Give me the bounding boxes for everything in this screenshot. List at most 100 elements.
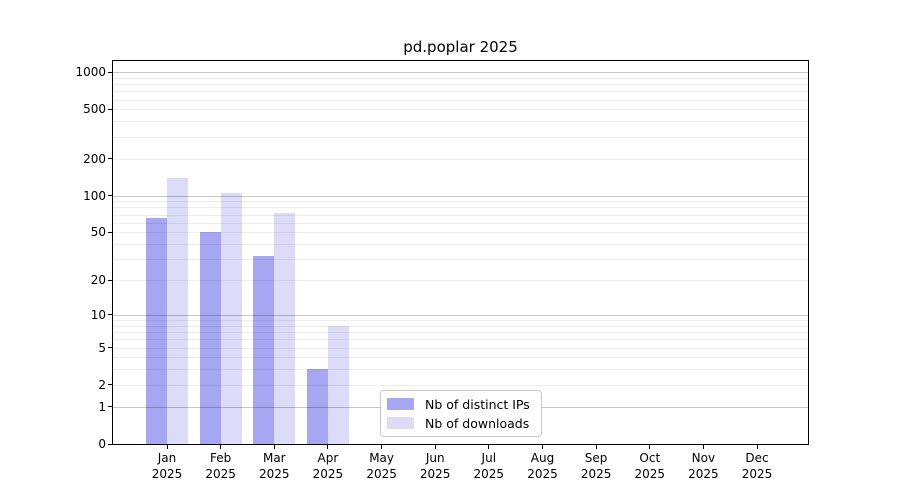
gridline-minor xyxy=(113,369,808,371)
bar-downloads-jan xyxy=(167,177,188,444)
gridline-minor xyxy=(113,214,808,216)
y-tick-mark xyxy=(108,231,112,233)
x-tick-mark xyxy=(381,445,383,449)
y-tick-label: 50 xyxy=(90,225,106,240)
legend: Nb of distinct IPs Nb of downloads xyxy=(380,390,542,437)
x-tick-mark xyxy=(220,445,222,449)
x-tick-label: May 2025 xyxy=(350,450,414,482)
bar-downloads-apr xyxy=(327,325,349,444)
y-tick-label: 500 xyxy=(83,102,106,117)
y-tick-label: 1000 xyxy=(75,65,106,79)
plot-area xyxy=(112,60,809,445)
x-tick-label: Feb 2025 xyxy=(189,450,253,482)
y-tick-mark xyxy=(108,71,112,73)
gridline-minor xyxy=(113,244,808,246)
gridline-minor xyxy=(113,280,808,282)
x-tick-year: 2025 xyxy=(634,467,666,481)
gridline-minor xyxy=(113,77,808,79)
gridline-minor xyxy=(113,207,808,209)
gridline-minor xyxy=(113,357,808,359)
y-tick-mark xyxy=(108,384,112,386)
gridline-minor xyxy=(113,121,808,123)
x-tick-year: 2025 xyxy=(473,467,505,481)
y-tick-mark xyxy=(108,347,112,348)
x-tick-month: Jan xyxy=(157,451,177,465)
gridline-minor xyxy=(113,222,808,224)
legend-item-distinct-ips: Nb of distinct IPs xyxy=(387,397,533,412)
x-tick-month: Jul xyxy=(481,451,497,465)
x-tick-label: Sep 2025 xyxy=(564,450,628,482)
legend-label-downloads: Nb of downloads xyxy=(425,415,530,431)
gridline-minor xyxy=(113,84,808,85)
gridline-major xyxy=(113,195,808,197)
x-tick-month: Feb xyxy=(209,451,232,465)
gridline-minor xyxy=(113,347,808,349)
y-tick-mark xyxy=(108,314,112,316)
gridline-minor xyxy=(113,320,808,321)
chart-title: pd.poplar 2025 xyxy=(403,38,518,56)
y-tick-label: 10 xyxy=(90,307,106,322)
y-tick-mark xyxy=(108,195,112,196)
x-tick-month: Oct xyxy=(639,451,661,465)
x-tick-year: 2025 xyxy=(259,467,290,481)
x-tick-month: Aug xyxy=(530,451,555,465)
x-tick-year: 2025 xyxy=(366,467,397,481)
bar-downloads-feb xyxy=(220,192,242,444)
legend-label-distinct-ips: Nb of distinct IPs xyxy=(425,396,530,412)
y-tick-mark xyxy=(108,406,112,408)
y-tick-mark xyxy=(108,108,112,110)
gridline-minor xyxy=(113,332,808,333)
x-tick-month: Sep xyxy=(584,451,608,465)
gridline-minor xyxy=(113,99,808,101)
x-tick-label: Apr 2025 xyxy=(296,450,360,482)
bar-distinct-ips-jan xyxy=(146,218,167,444)
y-tick-label: 0 xyxy=(98,437,106,451)
gridline-minor xyxy=(113,109,808,111)
gridline-minor xyxy=(113,325,808,327)
x-tick-mark xyxy=(166,445,168,449)
legend-item-downloads: Nb of downloads xyxy=(387,416,533,431)
x-tick-label: Jan 2025 xyxy=(135,450,199,482)
x-tick-year: 2025 xyxy=(580,467,612,481)
gridline-major xyxy=(113,72,808,73)
y-tick-label: 200 xyxy=(83,151,106,166)
x-tick-month: Mar xyxy=(262,451,286,465)
x-tick-mark xyxy=(434,445,436,449)
x-tick-label: Oct 2025 xyxy=(618,450,682,482)
x-tick-mark xyxy=(327,445,329,449)
x-tick-label: Aug 2025 xyxy=(511,450,575,482)
gridline-minor xyxy=(113,158,808,160)
bar-distinct-ips-apr xyxy=(306,369,328,444)
x-tick-year: 2025 xyxy=(205,467,236,481)
y-tick-mark xyxy=(108,279,112,281)
gridline-minor xyxy=(113,232,808,234)
x-tick-mark xyxy=(595,445,597,449)
x-tick-year: 2025 xyxy=(312,467,344,481)
x-tick-label: Mar 2025 xyxy=(242,450,306,482)
gridline-minor xyxy=(113,91,808,93)
bar-downloads-mar xyxy=(274,213,296,444)
x-tick-mark xyxy=(273,445,275,449)
x-tick-year: 2025 xyxy=(527,467,558,481)
gridline-minor xyxy=(113,201,808,203)
x-tick-label: Jun 2025 xyxy=(403,450,467,482)
bar-distinct-ips-mar xyxy=(253,255,275,444)
x-tick-month: Dec xyxy=(745,451,769,465)
y-tick-mark xyxy=(108,158,112,159)
gridline-minor xyxy=(113,136,808,138)
y-tick-mark xyxy=(108,443,112,445)
x-tick-year: 2025 xyxy=(741,467,773,481)
bar-distinct-ips-feb xyxy=(199,232,221,444)
gridline-minor xyxy=(113,259,808,261)
legend-swatch-downloads xyxy=(387,417,414,429)
x-tick-year: 2025 xyxy=(419,467,451,481)
x-tick-mark xyxy=(702,445,704,449)
x-tick-label: Nov 2025 xyxy=(671,450,735,482)
x-tick-mark xyxy=(756,445,758,449)
gridline-minor xyxy=(113,339,808,341)
y-tick-label: 20 xyxy=(90,273,106,288)
y-tick-label: 100 xyxy=(83,188,106,203)
y-tick-label: 2 xyxy=(98,377,106,392)
y-tick-label: 1 xyxy=(98,399,106,414)
